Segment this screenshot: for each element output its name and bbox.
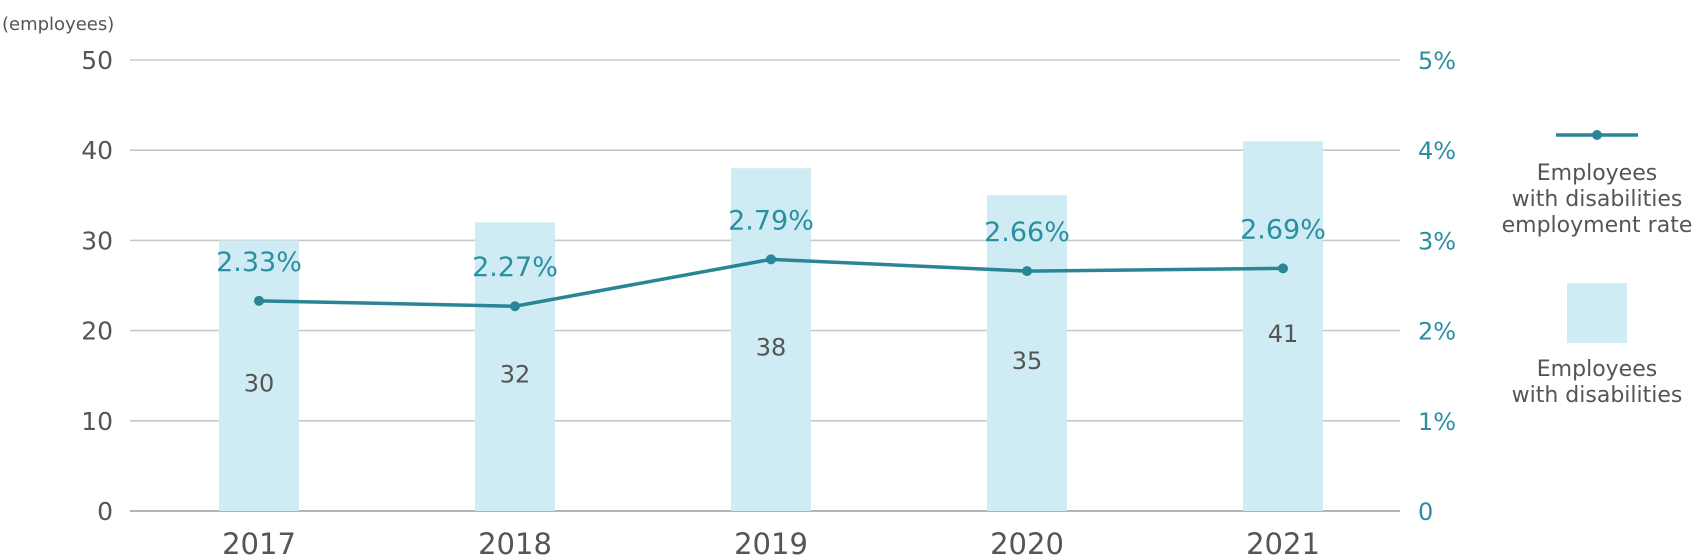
bar-employees-2017 xyxy=(219,240,299,511)
x-tick-label: 2018 xyxy=(478,527,552,560)
y-left-tick-label: 20 xyxy=(81,317,113,346)
legend-rate-text: with disabilities xyxy=(1512,187,1683,212)
y-left-tick-label: 40 xyxy=(81,136,113,165)
legend-bar-swatch xyxy=(1567,283,1627,343)
y-right-tick-label: 0 xyxy=(1418,498,1433,526)
bar-employees-2018 xyxy=(475,222,555,512)
rate-value-label: 2.79% xyxy=(728,205,814,236)
y-left-tick-label: 10 xyxy=(81,407,113,436)
bar-employees-2020 xyxy=(987,195,1067,512)
rate-value-label: 2.33% xyxy=(216,247,302,278)
legend-bar-text: with disabilities xyxy=(1512,383,1683,408)
legend-bar-text: Employees xyxy=(1537,357,1657,382)
bar-value-label: 38 xyxy=(756,334,787,362)
rate-point-2021 xyxy=(1278,263,1288,274)
x-tick-label: 2021 xyxy=(1246,527,1320,560)
x-tick-label: 2017 xyxy=(222,527,296,560)
bar-value-label: 32 xyxy=(500,361,531,389)
y-axis-unit-label: (employees) xyxy=(2,14,114,35)
y-right-tick-label: 4% xyxy=(1418,137,1456,165)
bar-value-label: 30 xyxy=(244,370,275,398)
rate-value-label: 2.66% xyxy=(984,217,1070,248)
y-right-tick-label: 3% xyxy=(1418,227,1456,255)
y-left-tick-label: 30 xyxy=(81,226,113,255)
rate-point-2017 xyxy=(254,295,264,306)
y-left-tick-label: 50 xyxy=(81,46,113,75)
rate-point-2018 xyxy=(510,301,520,312)
bar-value-label: 41 xyxy=(1268,320,1299,348)
bar-employees-2021 xyxy=(1243,141,1323,511)
legend-rate-text: employment rate xyxy=(1502,213,1693,238)
rate-point-2020 xyxy=(1022,266,1032,277)
x-tick-label: 2020 xyxy=(990,527,1064,560)
legend-rate-text: Employees xyxy=(1537,161,1657,186)
rate-point-2019 xyxy=(766,254,776,265)
y-right-tick-label: 1% xyxy=(1418,408,1456,436)
y-right-tick-label: 2% xyxy=(1418,318,1456,346)
legend-line-marker xyxy=(1592,130,1602,140)
bar-employees-2019 xyxy=(731,168,811,512)
y-left-tick-label: 0 xyxy=(97,497,113,526)
rate-value-label: 2.27% xyxy=(472,252,558,283)
rate-value-label: 2.69% xyxy=(1240,214,1326,245)
x-tick-label: 2019 xyxy=(734,527,808,560)
y-right-tick-label: 5% xyxy=(1418,47,1456,75)
bar-value-label: 35 xyxy=(1012,347,1043,375)
